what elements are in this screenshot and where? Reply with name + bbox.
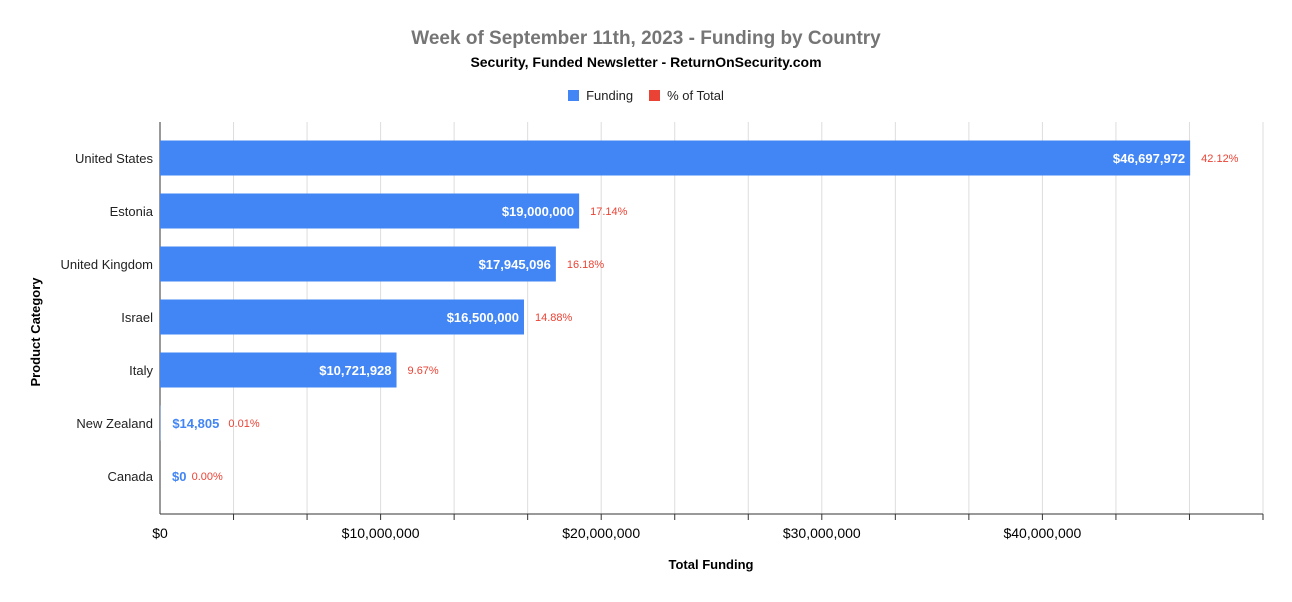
bar-funding[interactable] [160,140,1191,176]
y-category-label: United States [75,151,154,166]
x-tick-label: $40,000,000 [1003,525,1081,541]
percent-label: 16.18% [567,259,605,271]
bar-value-label: $46,697,972 [1113,151,1185,166]
y-category-label: Canada [107,469,153,484]
legend-label-funding: Funding [586,88,634,103]
percent-label: 9.67% [408,365,439,377]
legend: Funding % of Total [0,88,1292,103]
y-category-label: United Kingdom [61,257,154,272]
bar-funding[interactable] [160,246,556,282]
y-category-label: New Zealand [76,416,153,431]
x-tick-label: $20,000,000 [562,525,640,541]
percent-label: 0.00% [192,471,223,483]
chart-title: Week of September 11th, 2023 - Funding b… [411,28,881,49]
x-tick-label: $0 [152,525,168,541]
legend-item-funding[interactable]: Funding [568,88,633,103]
y-category-label: Israel [121,310,153,325]
bar-value-label: $0 [172,469,186,484]
bar-value-label: $19,000,000 [502,204,574,219]
legend-item-percent[interactable]: % of Total [649,88,724,103]
y-category-label: Estonia [110,204,154,219]
x-tick-label: $10,000,000 [342,525,420,541]
x-axis-title: Total Funding [669,557,754,572]
legend-label-percent: % of Total [667,88,724,103]
legend-swatch-percent [649,90,661,101]
bar-value-label: $10,721,928 [319,363,391,378]
bar-funding[interactable] [160,352,397,388]
percent-label: 42.12% [1201,153,1239,165]
bar-value-label: $14,805 [172,416,219,431]
x-tick-label: $30,000,000 [783,525,861,541]
bar-value-label: $17,945,096 [479,257,551,272]
percent-label: 14.88% [535,312,573,324]
percent-label: 17.14% [590,206,628,218]
y-axis-title: Product Category [28,277,43,387]
percent-label: 0.01% [228,418,259,430]
y-category-label: Italy [129,363,153,378]
bar-funding[interactable] [160,193,580,229]
legend-swatch-funding [568,90,580,101]
bar-funding[interactable] [160,299,524,335]
bar-value-label: $16,500,000 [447,310,519,325]
chart-subtitle: Security, Funded Newsletter - ReturnOnSe… [470,54,822,70]
